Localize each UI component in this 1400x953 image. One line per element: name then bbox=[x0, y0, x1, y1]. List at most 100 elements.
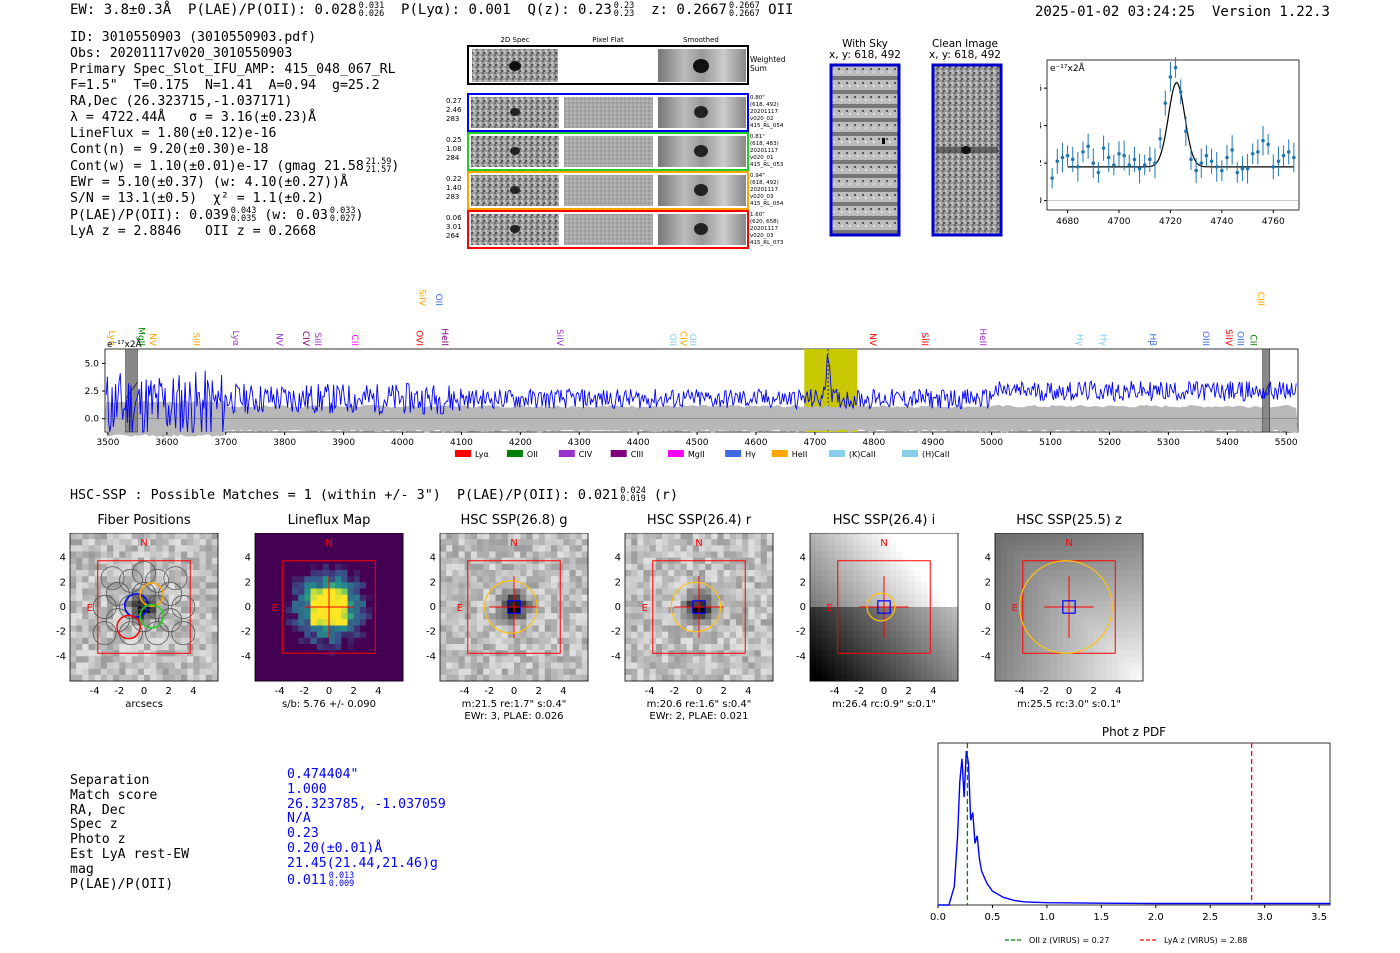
hsc-xtick-1-1: -2 bbox=[299, 686, 309, 697]
hsc-pixel bbox=[816, 551, 823, 559]
hsc-pixel bbox=[335, 551, 342, 559]
hsc-pixel bbox=[933, 533, 940, 540]
hsc-ytick-1-1: -2 bbox=[241, 627, 251, 638]
hsc-pixel bbox=[828, 607, 836, 614]
hsc-pixel bbox=[390, 551, 398, 559]
hsc-pixel bbox=[1050, 539, 1058, 546]
hsc-pixel bbox=[884, 570, 891, 577]
hsc-pixel bbox=[822, 674, 829, 682]
hsc-pixel bbox=[483, 631, 490, 639]
hsc-pixel bbox=[853, 637, 860, 645]
hsc-pixel bbox=[119, 576, 126, 583]
hsc-pixel bbox=[766, 625, 774, 633]
hsc-pixel bbox=[82, 600, 89, 608]
hsc-pixel bbox=[680, 631, 688, 639]
hsc-pixel bbox=[298, 625, 305, 633]
hsc-pixel bbox=[205, 557, 213, 565]
spec-legend-label-2: CIV bbox=[579, 450, 593, 459]
hsc-pixel bbox=[544, 631, 552, 639]
hsc-pixel bbox=[551, 662, 558, 670]
hsc-pixel bbox=[384, 533, 392, 540]
hsc-pixel bbox=[828, 668, 836, 676]
hsc-pixel bbox=[100, 637, 108, 645]
hsc-pixel bbox=[205, 594, 213, 602]
hsc-pixel bbox=[810, 607, 817, 614]
hsc-pixel bbox=[581, 582, 589, 589]
hsc-pixel bbox=[489, 539, 496, 546]
hsc-pixel bbox=[1032, 539, 1039, 546]
hsc-pixel bbox=[119, 674, 126, 682]
z-upper: 0.2667 bbox=[728, 1, 760, 11]
hsc-pixel bbox=[304, 539, 311, 546]
hsc-pixel bbox=[353, 613, 361, 620]
hsc-pixel bbox=[464, 656, 472, 663]
hsc-pixel bbox=[711, 576, 718, 583]
hsc-pixel bbox=[1069, 563, 1076, 571]
hsc-pixel bbox=[495, 656, 503, 663]
hsc-pixel bbox=[156, 607, 163, 614]
hsc-pixel bbox=[1136, 594, 1144, 602]
hsc-pixel bbox=[890, 600, 897, 608]
hsc-pixel bbox=[341, 625, 348, 633]
hsc-pixel bbox=[1093, 600, 1101, 608]
hsc-pixel bbox=[538, 619, 546, 626]
hsc-pixel bbox=[1038, 668, 1045, 676]
hsc-pixel bbox=[853, 600, 860, 608]
hsc-pixel bbox=[828, 551, 836, 559]
hsc-pixel bbox=[261, 539, 268, 546]
hsc-pixel bbox=[359, 588, 367, 596]
hsc-pixel bbox=[754, 625, 762, 633]
cutout-right-1-1: (618, 483) bbox=[750, 141, 779, 147]
hsc-pixel bbox=[267, 674, 274, 682]
hsc-pixel bbox=[951, 600, 959, 608]
hsc-pixel bbox=[1069, 656, 1076, 663]
hsc-pixel bbox=[137, 644, 145, 651]
hsc-pixel bbox=[754, 607, 762, 614]
hsc-pixel bbox=[458, 613, 466, 620]
hsc-pixel bbox=[680, 588, 688, 596]
hsc-pixel bbox=[563, 631, 570, 639]
hsc-pixel bbox=[396, 533, 404, 540]
hsc-pixel bbox=[261, 563, 268, 571]
hsc-pixel bbox=[1124, 613, 1132, 620]
clean-source bbox=[961, 146, 971, 154]
hsc-pixel bbox=[353, 625, 361, 633]
hsc-pixel bbox=[341, 619, 348, 626]
hsc-pixel bbox=[834, 545, 842, 552]
hsc-pixel bbox=[372, 668, 379, 676]
spec-xtick-15: 5000 bbox=[980, 438, 1003, 448]
hsc-pixel bbox=[162, 662, 170, 670]
hsc-pixel bbox=[322, 619, 330, 626]
hsc-pixel bbox=[507, 674, 515, 682]
hsc-sub2-3: EWr: 2, PLAE: 0.021 bbox=[649, 711, 748, 722]
hsc-pixel bbox=[341, 545, 348, 552]
hsc-pixel bbox=[273, 594, 281, 602]
hsc-pixel bbox=[538, 576, 546, 583]
hsc-pixel bbox=[643, 631, 651, 639]
hsc-pixel bbox=[390, 662, 398, 670]
hsc-pixel bbox=[255, 607, 262, 614]
hsc-pixel bbox=[1130, 533, 1138, 540]
hsc-pixel bbox=[871, 607, 879, 614]
spec-legend-swatch-6 bbox=[771, 450, 788, 457]
hsc-pixel bbox=[847, 594, 854, 602]
hsc-pixel bbox=[1099, 607, 1107, 614]
hsc-pixel bbox=[729, 576, 737, 583]
hsc-pixel bbox=[810, 582, 817, 589]
hsc-pixel bbox=[914, 545, 922, 552]
hsc-pixel bbox=[569, 539, 577, 546]
cutout-left-2-1: 1.40 bbox=[446, 184, 462, 192]
hsc-pixel bbox=[353, 576, 361, 583]
hsc-pixel bbox=[884, 551, 891, 559]
hsc-pixel bbox=[267, 644, 274, 651]
hsc-pixel bbox=[285, 570, 293, 577]
hsc-pixel bbox=[705, 668, 712, 676]
hsc-plae-upper: 0.024 bbox=[620, 486, 646, 496]
hsc-pixel bbox=[1050, 545, 1058, 552]
hsc-pixel bbox=[551, 582, 558, 589]
hsc-pixel bbox=[341, 582, 348, 589]
hsc-pixel bbox=[711, 668, 718, 676]
hsc-pixel bbox=[366, 619, 373, 626]
hsc-pixel bbox=[107, 576, 114, 583]
hsc-pixel bbox=[723, 545, 731, 552]
